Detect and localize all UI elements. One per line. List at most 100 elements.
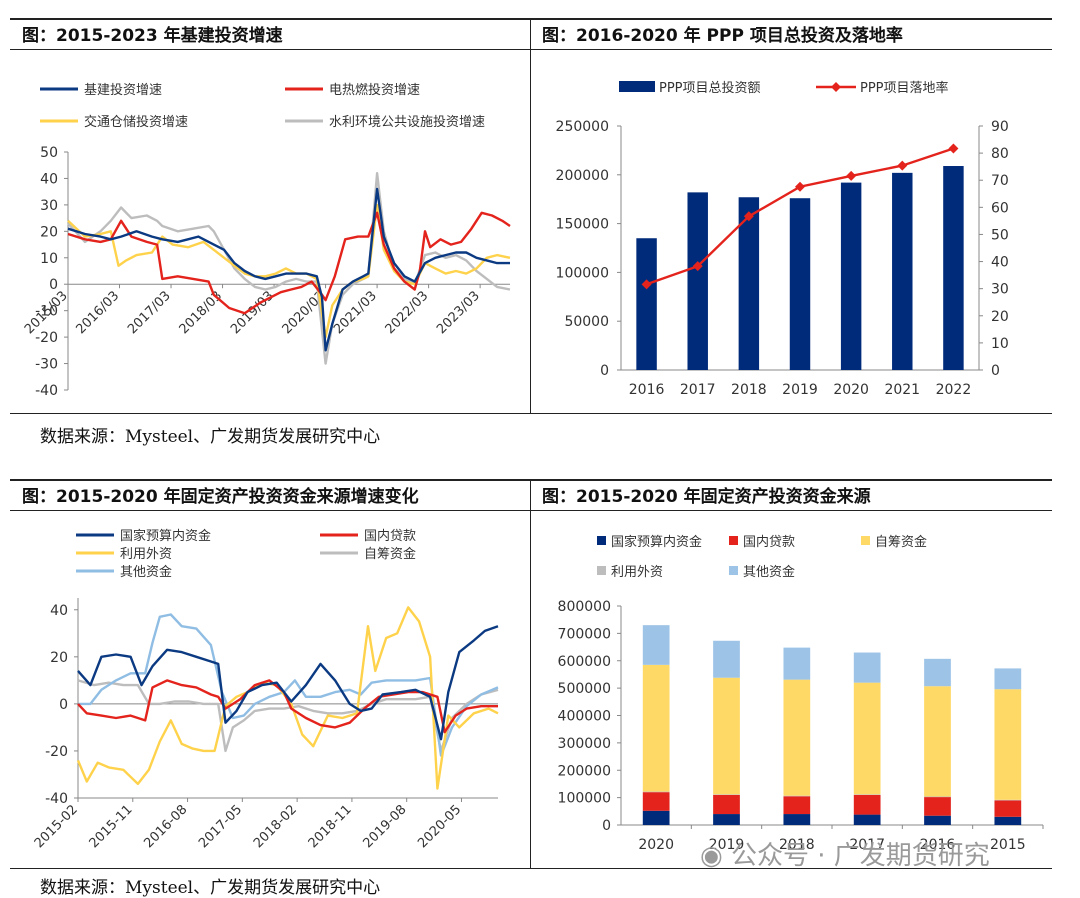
y-tick-label: 0	[602, 818, 611, 834]
y-tick-label: 0	[49, 277, 58, 293]
source-note: 数据来源：Mysteel、广发期货发展研究中心	[40, 878, 381, 898]
y-tick-label: 40	[50, 603, 68, 619]
panel-ppp: 图：2016-2020 年 PPP 项目总投资及落地率	[530, 18, 1052, 414]
x-tick-label: 2020	[833, 382, 869, 398]
legend-label: 国家预算内资金	[611, 534, 702, 550]
x-tick-label: 2020-05	[415, 802, 464, 851]
series-line	[76, 606, 499, 790]
top-rule	[10, 413, 1052, 414]
bar-segment	[994, 799, 1022, 801]
x-tick-label: 2015-11	[87, 802, 136, 851]
y2-tick-label: 80	[991, 146, 1009, 162]
bar-segment	[994, 800, 1022, 817]
bar	[840, 182, 862, 370]
panel-title: 图：2015-2020 年固定资产投资资金来源	[530, 479, 1052, 511]
bar-segment	[642, 810, 670, 825]
legend-label: 国内贷款	[364, 528, 416, 544]
legend-label: 国内贷款	[743, 534, 795, 550]
bar	[892, 172, 913, 370]
bottom-divider	[530, 479, 531, 869]
x-tick-label: 2019-08	[361, 802, 410, 851]
rate-marker	[692, 261, 703, 272]
legend-label: 水利环境公共设施投资增速	[329, 114, 485, 130]
y-tick-label: 200000	[556, 168, 609, 184]
y-tick-label: 200000	[558, 763, 611, 779]
panel-title: 图：2015-2023 年基建投资增速	[10, 18, 530, 50]
x-tick-label: 2017-05	[196, 802, 245, 851]
rate-marker	[795, 181, 805, 192]
panel-infra: 图：2015-2023 年基建投资增速	[10, 18, 530, 414]
y2-tick-label: 70	[991, 173, 1009, 189]
legend-swatch	[861, 536, 870, 545]
top-divider	[530, 18, 531, 414]
y-tick-label: 0	[59, 697, 68, 713]
x-tick-label: 2017	[849, 837, 885, 853]
bar-segment	[994, 689, 1022, 800]
y-tick-label: 150000	[556, 217, 609, 233]
rate-marker	[846, 170, 857, 181]
x-tick-label: 2020	[638, 837, 674, 853]
y-tick-label: 50000	[564, 314, 609, 330]
bar-segment	[924, 797, 951, 816]
fund-source-chart: 0 100000 200000 300000 400000 500000 600000 700…	[558, 534, 1044, 853]
bar	[789, 198, 811, 370]
x-tick-label: 2018-02	[251, 802, 300, 851]
y-tick-label: 700000	[558, 626, 611, 642]
y-tick-label: -20	[35, 330, 58, 346]
source-note: 数据来源：Mysteel、广发期货发展研究中心	[40, 427, 381, 447]
legend-label: 基建投资增速	[84, 82, 162, 98]
legend-label: 交通仓储投资增速	[84, 114, 188, 130]
y-tick-label: 50	[40, 145, 58, 161]
y2-tick-label: 0	[991, 363, 1000, 379]
x-tick-label: 2022/03	[383, 288, 432, 337]
y-tick-label: 800000	[558, 599, 611, 615]
x-tick-label: 2016/03	[74, 288, 123, 337]
watermark: ◉ 公众号 · 广发期货研究	[700, 835, 990, 872]
y2-tick-label: 60	[991, 200, 1009, 216]
bar	[636, 238, 657, 370]
rate-marker	[743, 211, 754, 222]
legend-swatch	[597, 536, 606, 545]
bar-segment	[853, 682, 881, 795]
y2-tick-label: 30	[991, 282, 1009, 298]
bar-segment	[994, 668, 1022, 690]
ppp-chart: 0 50000 100000 150000 200000 250000 0 10 20 30 40 5…	[556, 80, 1009, 398]
x-tick-label: 2015	[990, 837, 1026, 853]
legend-swatch	[619, 81, 655, 92]
y-tick-label: -20	[45, 744, 68, 760]
y-tick-label: 10	[40, 251, 58, 267]
x-tick-label: 2019	[782, 382, 818, 398]
bar-segment	[713, 814, 740, 825]
x-tick-label: 2016	[629, 382, 665, 398]
y2-tick-label: 10	[991, 336, 1009, 352]
y2-tick-label: 50	[991, 227, 1009, 243]
x-tick-label: 2018	[731, 382, 767, 398]
panel-title: 图：2016-2020 年 PPP 项目总投资及落地率	[530, 18, 1052, 50]
y-tick-label: 250000	[556, 119, 609, 135]
series-line	[67, 187, 510, 352]
x-tick-label: 2017	[680, 382, 716, 398]
x-tick-label: 2017/03	[125, 288, 174, 337]
series-line	[77, 625, 499, 741]
legend-label: 利用外资	[611, 565, 663, 580]
bar	[943, 166, 964, 370]
legend-swatch	[597, 566, 606, 575]
legend-label: PPP项目总投资额	[659, 80, 761, 96]
bar-segment	[853, 794, 881, 815]
x-tick-label: 2019	[709, 837, 745, 853]
y2-tick-label: 20	[991, 309, 1009, 325]
legend-label: 自筹资金	[364, 546, 416, 562]
y-tick-label: 0	[600, 363, 609, 379]
bar-segment	[924, 686, 951, 797]
legend-marker	[831, 82, 841, 92]
legend-swatch	[729, 536, 738, 545]
x-tick-label: 2021	[884, 382, 920, 398]
bar-segment	[924, 658, 951, 687]
bar-segment	[783, 647, 811, 680]
legend-label: 国家预算内资金	[120, 528, 211, 544]
y-tick-label: 600000	[558, 654, 611, 670]
x-tick-label: 2015-02	[32, 802, 81, 851]
y-tick-label: 100000	[558, 791, 611, 807]
